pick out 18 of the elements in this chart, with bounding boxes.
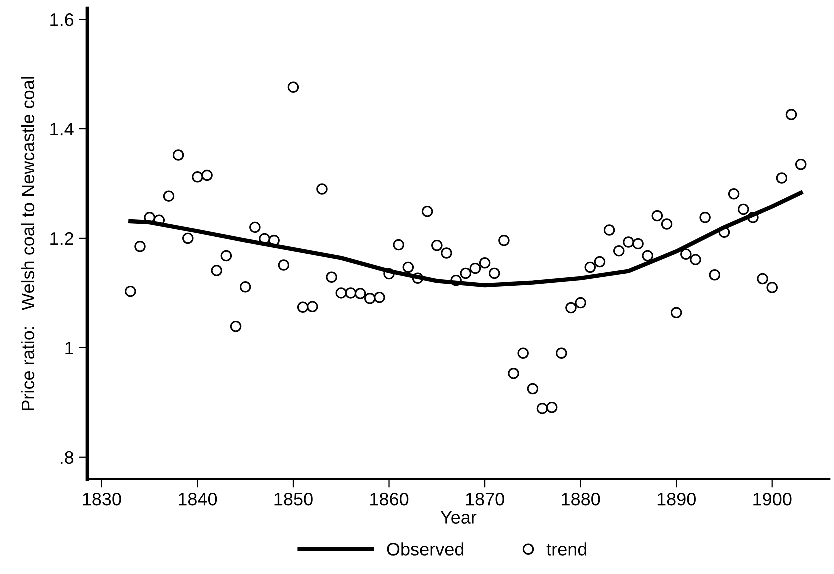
x-tick-label: 1850 xyxy=(274,492,313,506)
y-tick-label: 1.6 xyxy=(50,13,74,26)
x-tick-label: 1880 xyxy=(562,492,600,506)
x-tick-label: 1870 xyxy=(466,492,504,506)
line-series xyxy=(128,190,804,288)
x-tick-label: 1890 xyxy=(658,492,696,506)
legend-label: trend xyxy=(546,542,587,556)
y-tick-label: 1.4 xyxy=(50,123,74,136)
y-tick-label: .8 xyxy=(60,451,74,464)
y-tick-label: 1.2 xyxy=(50,232,74,246)
y-axis-title: Price ratio: Welsh coal to Newcastle coal xyxy=(21,77,35,410)
x-tick-label: 1900 xyxy=(754,492,792,506)
x-tick-label: 1840 xyxy=(179,492,218,506)
x-tick-label: 1830 xyxy=(83,492,122,506)
x-tick-label: 1860 xyxy=(370,492,409,506)
x-axis-title: Year xyxy=(440,511,477,524)
y-tick-label: 1 xyxy=(66,342,74,354)
legend-label: Observed xyxy=(387,542,464,556)
